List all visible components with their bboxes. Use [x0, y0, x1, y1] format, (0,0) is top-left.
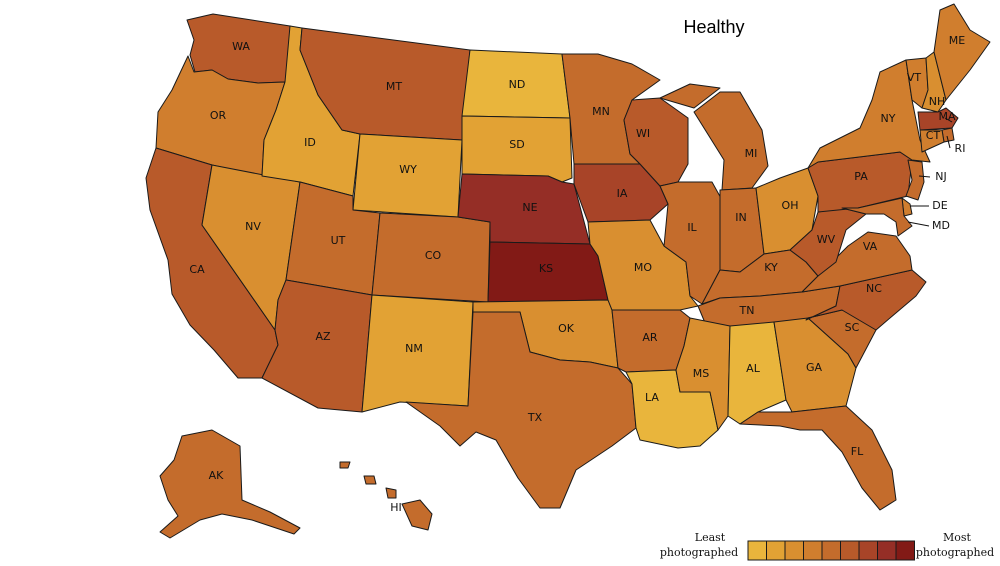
legend-swatch-9 [895, 540, 915, 561]
state-label-ky: KY [764, 261, 778, 274]
state-label-ut: UT [331, 234, 346, 247]
legend-swatch-4 [803, 540, 823, 561]
state-label-ms: MS [693, 367, 709, 380]
state-me[interactable] [933, 3, 991, 101]
state-wv[interactable] [789, 207, 867, 277]
state-label-de: DE [932, 199, 947, 212]
legend-least-label-line2: photographed [660, 546, 738, 559]
state-label-az: AZ [315, 330, 331, 343]
state-label-md: MD [932, 219, 950, 232]
state-label-fl: FL [851, 445, 864, 458]
state-label-or: OR [210, 109, 227, 122]
states-layer [145, 3, 991, 539]
state-label-ma: MA [938, 110, 955, 123]
legend-swatch-7 [858, 540, 878, 561]
state-label-wa: WA [232, 40, 250, 53]
state-label-ia: IA [617, 187, 628, 200]
state-label-ny: NY [881, 112, 896, 125]
state-label-mi: MI [745, 147, 758, 160]
state-label-ak: AK [209, 469, 225, 482]
state-tx[interactable] [405, 311, 637, 509]
state-fl[interactable] [739, 405, 897, 511]
state-label-hi: HI [390, 501, 402, 514]
state-wi[interactable] [623, 97, 689, 187]
state-label-id: ID [304, 136, 316, 149]
state-label-sc: SC [845, 321, 860, 334]
state-label-ct: CT [926, 129, 941, 142]
legend-swatch-3 [784, 540, 804, 561]
legend-most-label-line2: photographed [916, 546, 994, 559]
state-nc[interactable] [805, 269, 927, 331]
state-label-nv: NV [245, 220, 261, 233]
state-label-la: LA [645, 391, 659, 404]
state-md[interactable] [841, 197, 913, 237]
legend: Least photographed Most photographed [660, 531, 994, 561]
legend-color-scale [747, 540, 915, 561]
state-label-mt: MT [386, 80, 402, 93]
state-label-ne: NE [522, 201, 537, 214]
state-hi[interactable] [339, 461, 433, 531]
state-label-tn: TN [739, 304, 755, 317]
state-label-ga: GA [806, 361, 823, 374]
state-label-al: AL [746, 362, 761, 375]
legend-swatch-5 [821, 540, 841, 561]
legend-least-label-line1: Least [695, 531, 726, 544]
state-label-ks: KS [539, 262, 553, 275]
state-ct[interactable] [919, 129, 945, 153]
legend-swatch-6 [840, 540, 860, 561]
state-az[interactable] [261, 279, 373, 413]
state-label-ri: RI [955, 142, 966, 155]
legend-swatch-1 [747, 540, 767, 561]
state-label-wy: WY [399, 163, 417, 176]
state-label-wi: WI [636, 127, 650, 140]
state-label-nc: NC [866, 282, 882, 295]
state-label-tx: TX [527, 411, 543, 424]
legend-most-label-line1: Most [943, 531, 972, 544]
state-label-nj: NJ [935, 170, 946, 183]
state-label-nd: ND [509, 78, 526, 91]
state-nj[interactable] [905, 159, 925, 201]
state-label-va: VA [863, 240, 878, 253]
map-title: Healthy [683, 17, 744, 37]
label-leader-lines [907, 117, 953, 227]
state-label-nm: NM [405, 342, 423, 355]
state-label-mn: MN [592, 105, 610, 118]
state-label-vt: VT [907, 71, 922, 84]
state-label-me: ME [949, 34, 965, 47]
state-label-pa: PA [854, 170, 868, 183]
state-ak[interactable] [159, 429, 301, 539]
state-labels: WA OR CA NV ID MT WY UT CO AZ NM ND SD NE KS OK TX MN IA MO… [189, 34, 965, 514]
legend-swatch-2 [766, 540, 786, 561]
state-mo[interactable] [587, 219, 699, 311]
state-label-ok: OK [558, 322, 575, 335]
state-label-oh: OH [782, 199, 799, 212]
state-label-wv: WV [817, 233, 836, 246]
state-label-co: CO [425, 249, 442, 262]
state-label-il: IL [687, 221, 697, 234]
state-label-nh: NH [929, 95, 946, 108]
state-mi[interactable] [659, 83, 769, 191]
state-label-in: IN [735, 211, 746, 224]
state-label-ca: CA [189, 263, 205, 276]
state-label-sd: SD [509, 138, 524, 151]
legend-swatch-8 [877, 540, 897, 561]
state-label-mo: MO [634, 261, 652, 274]
state-va[interactable] [801, 231, 913, 293]
state-label-ar: AR [642, 331, 658, 344]
